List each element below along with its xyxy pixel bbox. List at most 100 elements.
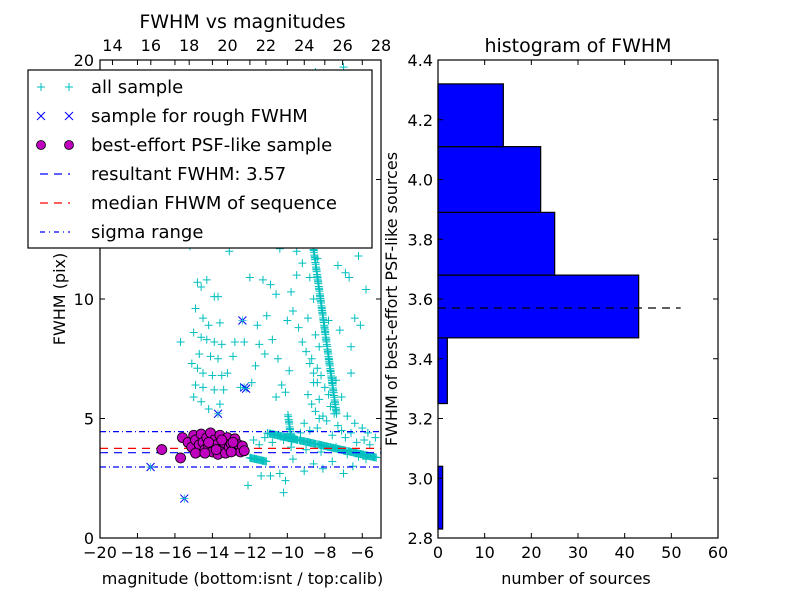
all-sample-point [258,275,267,284]
all-sample-point [215,400,224,409]
all-sample-point [189,392,198,401]
x-tick-label: 20 [521,543,541,562]
all-sample-point [305,359,314,368]
psf-like-point [238,445,250,457]
plus-marker-icon [65,83,73,91]
all-sample-point [326,367,335,376]
all-sample-point [333,261,342,270]
all-sample-point [318,464,327,473]
legend-entry: sigma range [40,222,203,243]
all-sample-point [219,385,228,394]
all-sample-point [343,412,352,421]
all-sample-point [352,438,361,447]
all-sample-point [313,364,322,373]
all-sample-point [317,447,326,456]
all-sample-point [247,378,256,387]
legend-entry: best-effort PSF-like sample [36,135,332,156]
top-x-tick-label: 14 [102,36,122,55]
x-marker-icon [36,111,46,121]
all-sample-point [255,440,264,449]
all-sample-point [347,369,356,378]
all-sample-point [371,433,380,442]
all-sample-point [199,314,208,323]
all-sample-point [365,440,374,449]
legend-label: resultant FWHM: 3.57 [91,164,286,185]
all-sample-point [298,259,307,268]
y-tick-label: 5 [84,410,94,429]
top-x-tick-label: 20 [217,36,237,55]
all-sample-point [314,277,323,286]
rough-sample-overlap [146,463,155,472]
all-sample-point [191,304,200,313]
all-sample-point [347,428,356,437]
legend: all sample sample for rough FWHM best-effo… [27,69,373,249]
rough-sample-overlap [242,384,251,393]
x-tick-label: −12 [233,543,267,562]
y-tick-label: 0 [84,529,94,548]
all-sample-point [331,444,340,453]
all-sample-point [217,371,226,380]
x-tick-label: 50 [661,543,681,562]
all-sample-point [326,402,335,411]
all-sample-point [309,295,318,303]
plus-marker-icon [37,83,45,91]
all-sample-point [348,462,357,471]
all-sample-point [307,354,316,363]
all-sample-point [305,273,314,282]
all-sample-point [283,316,292,325]
all-sample-point [300,467,309,476]
all-sample-point [311,258,320,267]
psf-like-point [216,434,228,446]
all-sample-point [301,437,310,446]
x-tick-label: −14 [196,543,230,562]
all-sample-point [330,398,339,407]
all-sample-point [356,321,365,330]
all-sample-point [195,349,204,358]
psf-like-point [175,452,186,464]
all-sample-point [287,287,296,296]
histogram-bar [437,465,444,530]
all-sample-point [197,333,206,342]
all-sample-point [285,366,294,375]
all-sample-point [332,406,341,415]
all-sample-point [214,292,223,301]
all-sample-point [275,469,284,478]
all-sample-point [286,425,295,434]
all-sample-point [326,443,335,452]
top-x-tick-label: 24 [294,36,314,55]
all-sample-point [191,381,200,390]
all-sample-point [313,273,322,282]
all-sample-point [214,354,223,363]
x-axis-label: magnitude (bottom:isnt / top:calib) [102,569,383,588]
all-sample-point [329,386,338,395]
all-sample-point [294,323,303,332]
psf-like-point [227,436,239,448]
all-sample-point [318,309,327,318]
x-tick-label: −8 [313,543,337,562]
all-sample-point [292,271,301,280]
psf-like-point [199,447,211,459]
y-tick-label: 3.6 [408,290,433,309]
top-x-tick-label: 28 [371,36,391,55]
all-sample-point [206,352,215,361]
all-sample-point [319,316,328,325]
all-sample-point [229,352,238,361]
all-sample-point [253,321,262,330]
all-sample-point [308,439,317,448]
x-tick-label: 60 [708,543,728,562]
histogram-bar [437,337,448,405]
all-sample-point [341,268,350,277]
all-sample-point [322,336,331,345]
all-sample-point [302,445,311,454]
scatter-panel: −20 −18 −16 −14 −12 −10 −8 −6 14 16 18 20 22 24 26 28 0 5… [27,11,391,588]
all-sample-point [305,426,314,435]
all-sample-point [284,418,293,427]
all-sample-point [197,283,206,292]
all-sample-point [324,355,333,364]
all-sample-point [260,433,269,442]
all-sample-point [335,326,344,335]
all-sample-point [328,379,337,388]
all-sample-point [321,328,330,337]
all-sample-point [281,388,290,397]
all-sample-point [317,304,326,313]
